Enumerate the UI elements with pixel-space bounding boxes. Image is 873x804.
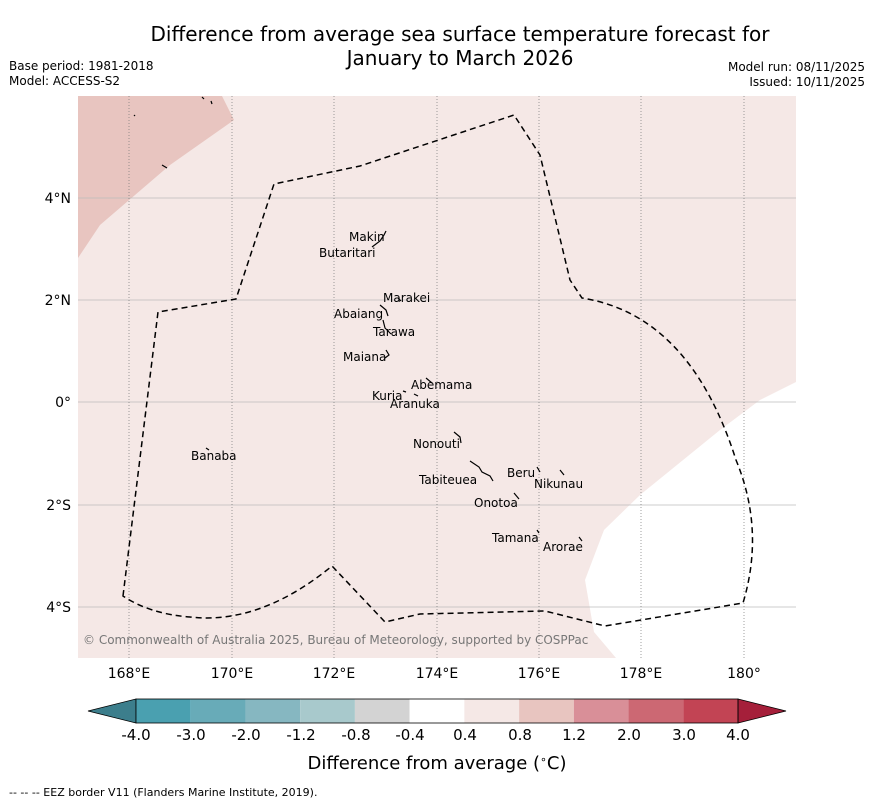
colorbar-tick: -0.4 <box>395 726 424 744</box>
colorbar-segment <box>573 699 629 723</box>
island-label-tabiteuea: Tabiteuea <box>418 473 477 487</box>
island-label-banaba: Banaba <box>191 449 237 463</box>
longitude-ticks: 168°E 170°E 172°E 174°E 176°E 178°E 180° <box>108 666 761 682</box>
lat-tick-2s: 2°S <box>46 498 71 514</box>
island-label-aranuka: Aranuka <box>390 397 440 411</box>
lon-tick-180: 180° <box>727 666 761 682</box>
colorbar-tick: -2.0 <box>231 726 260 744</box>
colorbar-segment <box>354 699 410 723</box>
island-label-nikunau: Nikunau <box>534 477 583 491</box>
colorbar-tick: 4.0 <box>726 726 750 744</box>
base-period: Base period: 1981-2018 <box>9 59 154 73</box>
map-title: Difference from average sea surface temp… <box>60 22 860 70</box>
island-label-arorae: Arorae <box>543 540 583 554</box>
colorbar-tick: 3.0 <box>672 726 696 744</box>
colorbar-extension-low <box>87 698 137 724</box>
eez-border <box>122 114 754 627</box>
colorbar-tick: -4.0 <box>121 726 150 744</box>
island-label-nonouti: Nonouti <box>413 437 460 451</box>
lon-tick-174e: 174°E <box>416 666 459 682</box>
island-label-abaiang: Abaiang <box>334 307 383 321</box>
colorbar-extension-high <box>737 698 787 724</box>
colorbar-tick: -0.8 <box>341 726 370 744</box>
island-label-abemama: Abemama <box>411 378 472 392</box>
copyright-notice: © Commonwealth of Australia 2025, Bureau… <box>83 633 588 647</box>
colorbar-ticks: -4.0 -3.0 -2.0 -1.2 -0.8 -0.4 0.4 0.8 1.… <box>121 726 750 744</box>
colorbar-segment <box>683 699 738 723</box>
title-line-1: Difference from average sea surface temp… <box>150 22 770 46</box>
island-label-onotoa: Onotoa <box>474 496 518 510</box>
colorbar-tick: -1.2 <box>286 726 315 744</box>
lon-tick-176e: 176°E <box>518 666 561 682</box>
colorbar-segment <box>245 699 301 723</box>
lat-tick-4s: 4°S <box>46 600 71 616</box>
lat-tick-0: 0° <box>55 395 71 411</box>
island-outlines <box>133 96 583 542</box>
colorbar-tick: 2.0 <box>617 726 641 744</box>
colorbar-segment <box>136 699 191 723</box>
island-label-butaritari: Butaritari <box>319 246 376 260</box>
colorbar-segment <box>464 699 520 723</box>
colorbar-border <box>135 698 739 724</box>
colorbar-tick: 0.4 <box>453 726 477 744</box>
lat-tick-4n: 4°N <box>45 191 71 207</box>
lon-tick-172e: 172°E <box>313 666 356 682</box>
issued-date: Issued: 10/11/2025 <box>749 75 865 89</box>
colorbar-segment <box>409 699 465 723</box>
colorbar-segment <box>300 699 355 723</box>
island-labels: Makin Butaritari Marakei Abaiang Tarawa … <box>191 230 583 554</box>
island-label-beru: Beru <box>507 466 535 480</box>
lon-tick-178e: 178°E <box>620 666 663 682</box>
colorbar-segment <box>628 699 684 723</box>
lon-tick-170e: 170°E <box>211 666 254 682</box>
colorbar-tick: -3.0 <box>176 726 205 744</box>
neutral-anomaly-region <box>585 382 796 658</box>
base-period-info: Base period: 1981-2018 Model: ACCESS-S2 <box>9 59 154 89</box>
colorbar-segment <box>519 699 574 723</box>
island-label-marakei: Marakei <box>383 291 430 305</box>
island-label-makin: Makin <box>349 230 385 244</box>
lon-tick-168e: 168°E <box>108 666 151 682</box>
model-run: Model run: 08/11/2025 <box>727 60 865 74</box>
eez-legend-note: -- -- -- EEZ border V11 (Flanders Marine… <box>9 786 318 799</box>
island-label-maiana: Maiana <box>343 350 386 364</box>
latitude-ticks: 4°N 2°N 0° 2°S 4°S <box>45 191 72 616</box>
colorbar <box>87 698 787 724</box>
island-label-kuria: Kuria <box>372 389 403 403</box>
model-run-info: Model run: 08/11/2025 Issued: 10/11/2025 <box>728 60 865 90</box>
model-name: Model: ACCESS-S2 <box>9 74 121 88</box>
meridians <box>128 96 745 658</box>
colorbar-tick: 1.2 <box>562 726 586 744</box>
map-plot-area: Makin Butaritari Marakei Abaiang Tarawa … <box>78 96 796 658</box>
island-label-tarawa: Tarawa <box>372 325 415 339</box>
colorbar-segment <box>190 699 246 723</box>
colorbar-label: Difference from average (∘C) <box>307 753 566 774</box>
colorbar-tick: 0.8 <box>508 726 532 744</box>
lat-tick-2n: 2°N <box>45 293 71 309</box>
island-label-tamana: Tamana <box>491 531 539 545</box>
title-line-2: January to March 2026 <box>346 46 574 70</box>
warm-anomaly-region <box>78 96 234 258</box>
